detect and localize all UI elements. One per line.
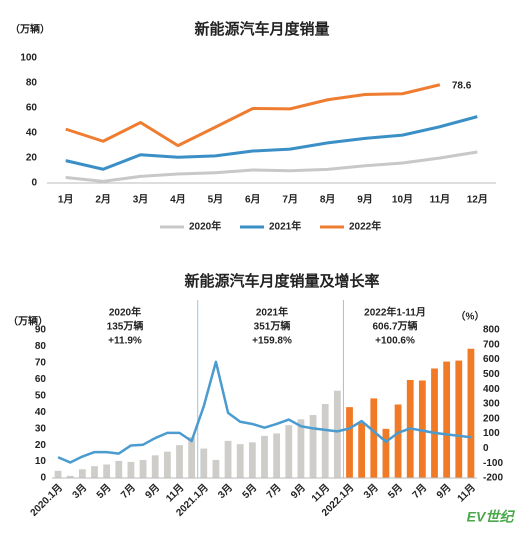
x-tick-label: 3月 — [133, 194, 149, 206]
y2-tick-label: 400 — [483, 384, 500, 395]
bar — [248, 442, 256, 478]
annotation: 351万辆 — [254, 320, 291, 333]
y-tick-label: 30 — [35, 423, 47, 434]
bar — [115, 460, 123, 478]
bar — [78, 469, 86, 478]
bar — [200, 448, 208, 478]
y-unit: （万辆） — [10, 23, 50, 36]
y-tick-label: 80 — [35, 341, 47, 352]
bar — [91, 466, 98, 478]
bar — [394, 404, 402, 478]
legend-label: 2021年 — [269, 220, 301, 233]
bar — [382, 428, 390, 478]
y-tick-label: 70 — [35, 358, 47, 369]
bar — [176, 445, 183, 478]
y-tick-label: 0 — [40, 473, 46, 484]
bar — [285, 425, 293, 478]
bar — [309, 415, 317, 478]
y2-tick-label: 300 — [483, 399, 500, 410]
chart-title: 新能源汽车月度销量 — [194, 20, 329, 38]
bar — [54, 470, 62, 478]
y2-tick-label: 500 — [483, 369, 500, 380]
line — [65, 83, 441, 148]
y2-tick-label: 100 — [483, 428, 500, 439]
x-tick-label: 7月 — [282, 194, 298, 206]
y-tick-label: 40 — [35, 407, 47, 418]
line — [65, 115, 478, 171]
x-tick-label: 4月 — [170, 194, 186, 206]
x-tick-label: 1月 — [58, 194, 74, 206]
y2-tick-label: 200 — [483, 413, 500, 424]
annotation: 2020年 — [109, 306, 141, 319]
annotation: +159.8% — [252, 336, 292, 347]
watermark: EV世纪 — [467, 509, 516, 525]
x-tick-label: 8月 — [320, 194, 336, 206]
annotation: 135万辆 — [107, 320, 144, 333]
y-tick-label: 20 — [26, 153, 38, 164]
bar — [346, 407, 353, 478]
bar — [103, 464, 111, 478]
x-tick-label: 2月 — [95, 194, 111, 206]
y-tick-label: 0 — [31, 178, 37, 189]
bar — [370, 398, 378, 478]
bar — [321, 404, 329, 478]
line — [57, 360, 472, 464]
bar — [297, 419, 305, 478]
y-tick-label: 40 — [26, 128, 38, 139]
bar — [151, 455, 159, 478]
bar — [66, 475, 74, 478]
y2-tick-label: 0 — [483, 443, 489, 454]
y2-tick-label: -200 — [483, 473, 503, 484]
bar — [261, 435, 268, 478]
bar — [224, 440, 232, 478]
bar — [127, 461, 135, 478]
y2-unit: （%） — [456, 310, 485, 323]
line — [65, 150, 478, 183]
y2-tick-label: -100 — [483, 458, 503, 469]
bar — [467, 348, 475, 478]
bar — [188, 437, 196, 478]
chart-title: 新能源汽车月度销量及增长率 — [184, 272, 379, 290]
bar — [273, 433, 281, 478]
y-tick-label: 10 — [35, 456, 47, 467]
y2-tick-label: 600 — [483, 354, 500, 365]
legend-label: 2022年 — [349, 220, 381, 233]
annotation: +100.6% — [375, 336, 415, 347]
bar — [212, 459, 220, 478]
y2-tick-label: 800 — [483, 325, 500, 336]
y-tick-label: 60 — [26, 103, 38, 114]
y-tick-label: 90 — [35, 325, 47, 336]
bar — [236, 444, 244, 478]
bar — [333, 390, 341, 478]
annotation: 2021年 — [256, 306, 288, 319]
bar — [418, 380, 426, 478]
bar — [358, 423, 366, 478]
y2-tick-label: 700 — [483, 339, 500, 350]
x-tick-label: 10月 — [392, 194, 413, 206]
y-unit: （万辆） — [8, 315, 48, 328]
annotation: 2022年1-11月 — [364, 306, 426, 319]
bar — [139, 460, 147, 478]
data-label: 78.6 — [452, 80, 472, 91]
x-tick-label: 11月 — [430, 194, 451, 206]
bar — [443, 361, 451, 478]
legend-label: 2020年 — [189, 220, 221, 233]
x-tick-label: 6月 — [245, 194, 261, 206]
bar — [455, 360, 463, 478]
y-tick-label: 60 — [35, 374, 47, 385]
bar — [431, 368, 438, 478]
x-tick-label: 12月 — [467, 194, 488, 206]
y-tick-label: 50 — [35, 390, 47, 401]
x-tick-label: 5月 — [208, 194, 224, 206]
annotation: 606.7万辆 — [372, 320, 417, 333]
annotation: +11.9% — [108, 336, 142, 347]
y-tick-label: 100 — [20, 53, 37, 64]
x-tick-label: 9月 — [357, 194, 373, 206]
y-tick-label: 20 — [35, 440, 47, 451]
bar — [163, 451, 171, 478]
y-tick-label: 80 — [26, 78, 38, 89]
